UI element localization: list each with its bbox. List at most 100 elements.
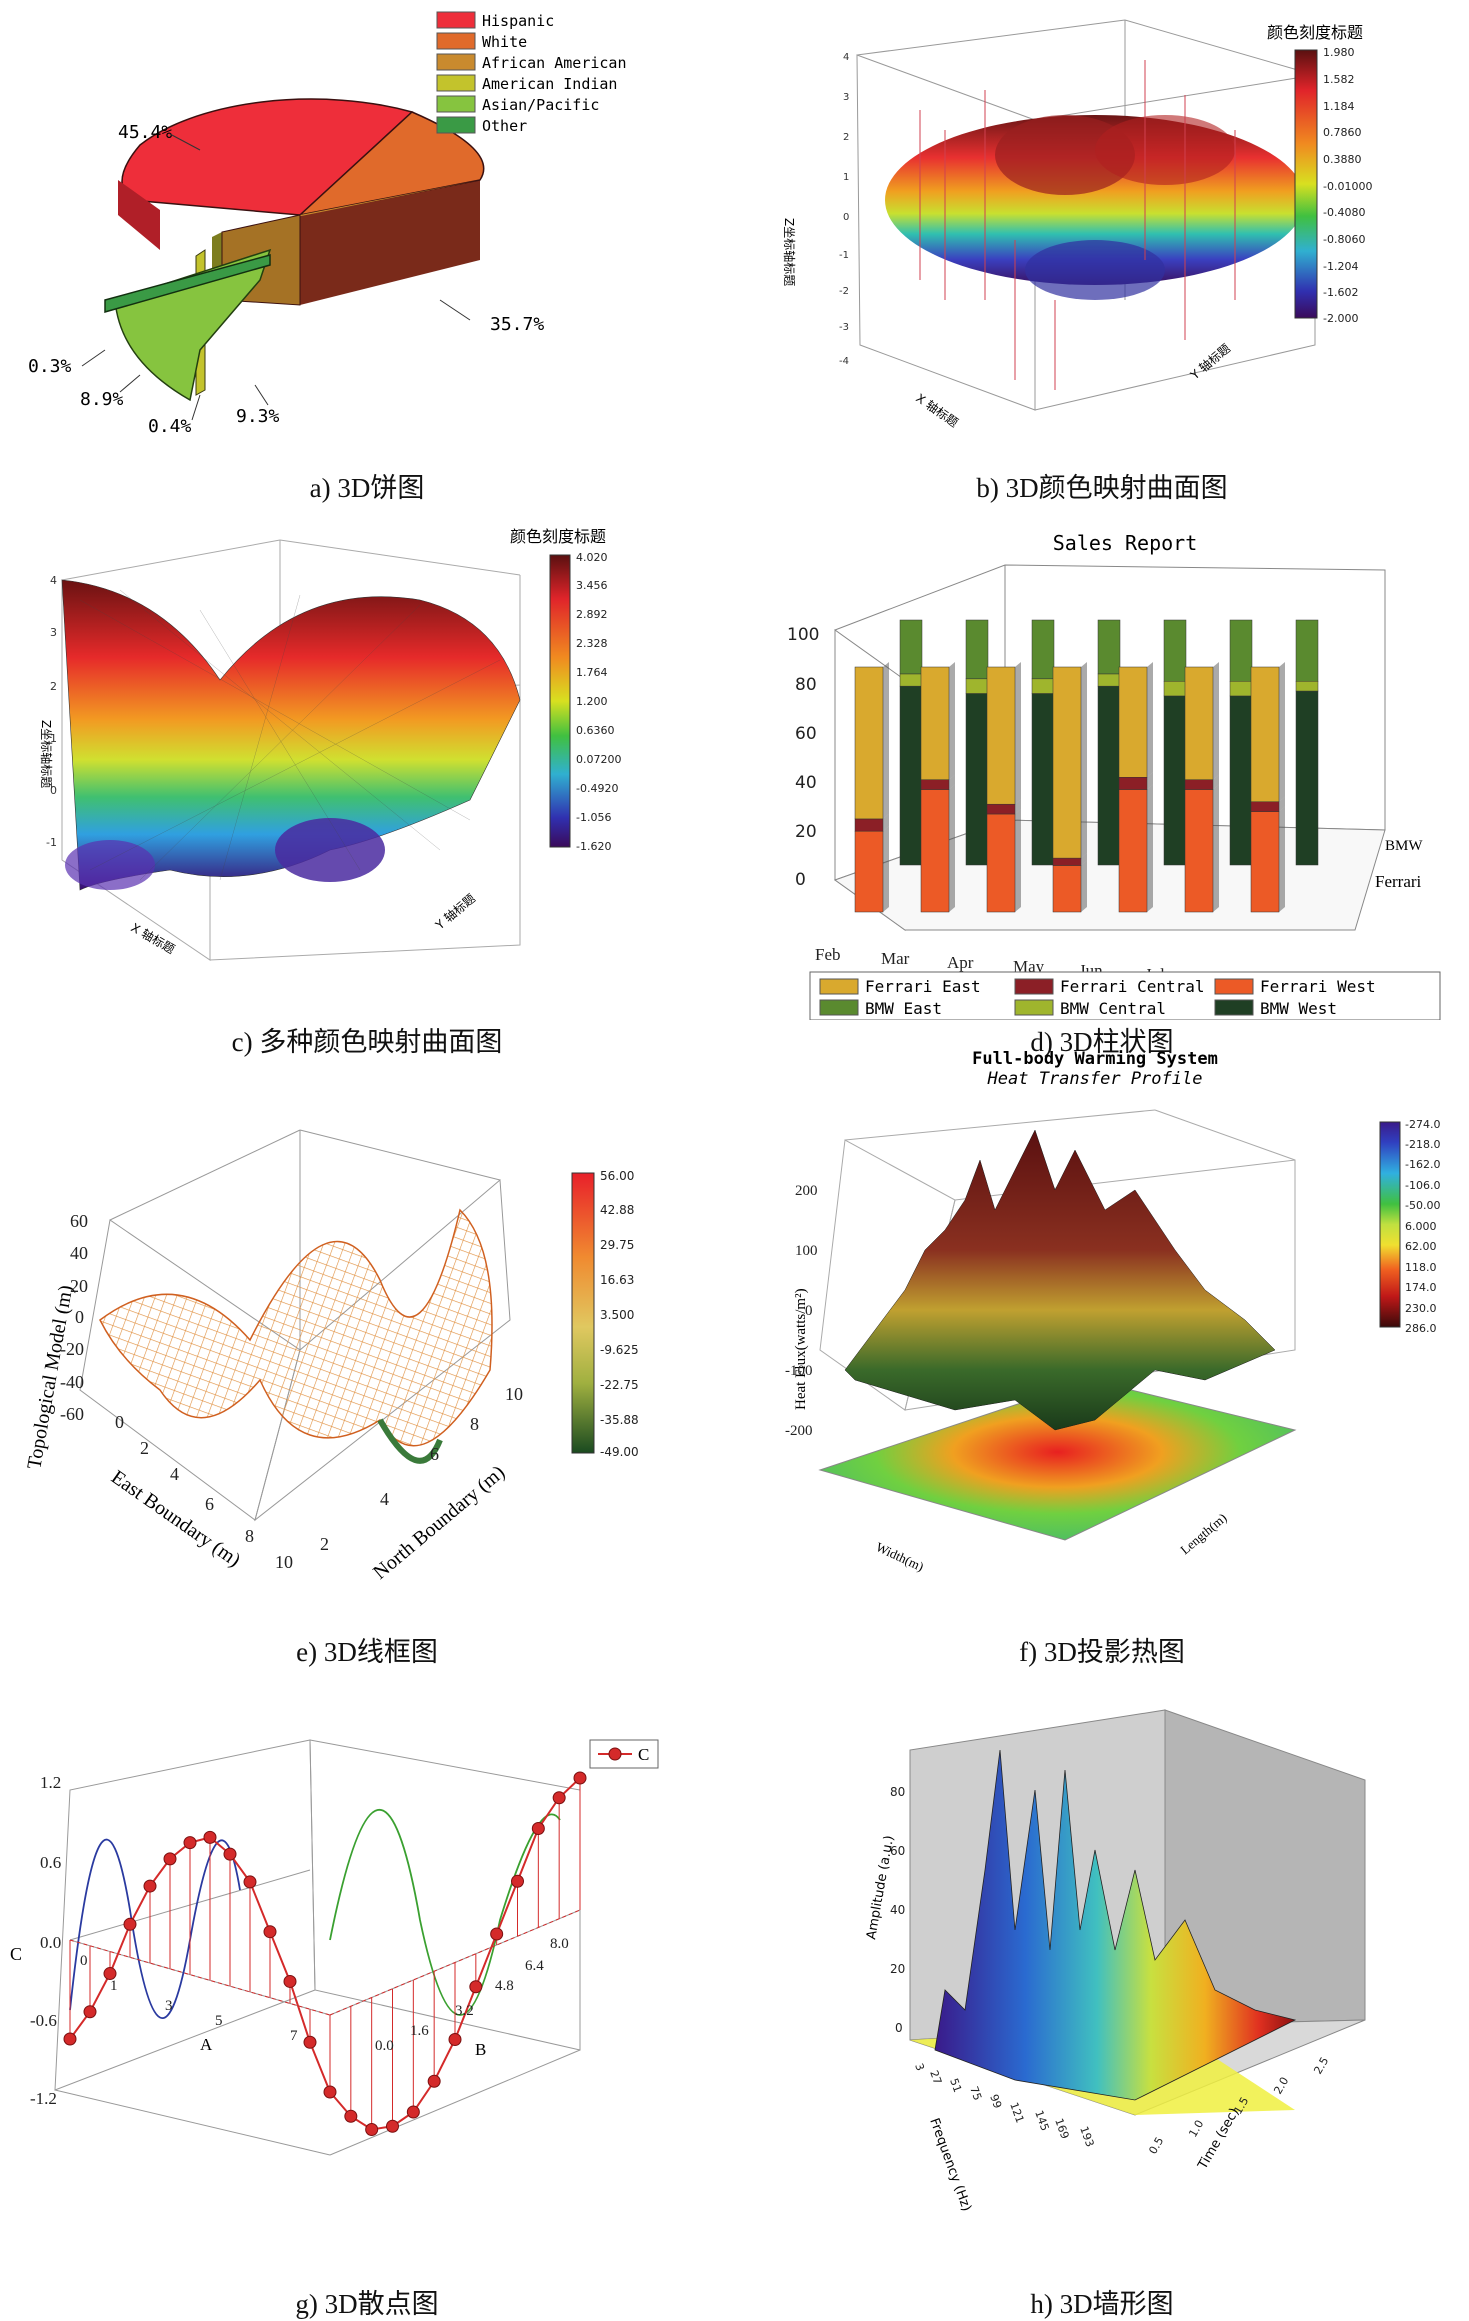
svg-text:-4: -4 (839, 356, 849, 367)
yticks-g: 0.0 1.6 3.2 4.8 6.4 8.0 (375, 1936, 569, 2054)
svg-text:2.892: 2.892 (576, 608, 608, 621)
scatter-point (511, 1874, 524, 1888)
xlabel-c: X 轴标题 (129, 920, 178, 957)
svg-text:0: 0 (805, 1303, 813, 1319)
pie-label-other: 0.3% (28, 356, 72, 377)
bar-chart-d: Sales Report 0 20 40 60 80 100 Feb Mar Apr… (787, 531, 1441, 1020)
svg-text:193: 193 (1077, 2125, 1096, 2149)
svg-text:-0.01000: -0.01000 (1323, 180, 1372, 193)
svg-text:3.2: 3.2 (455, 2003, 474, 2019)
pie-slice-hispanic (121, 98, 414, 216)
bar-side-ferrari-central-jul (1213, 774, 1219, 790)
bar-bmw-east-jun (1163, 619, 1187, 682)
panel-b: Z坐标轴标题 4 3 2 1 0 -1 -2 -3 -4 X 轴标题 Y 轴标题… (735, 0, 1469, 580)
bar-bmw-central-apr (1031, 678, 1055, 694)
colorbar-f (1379, 1121, 1401, 1328)
legend-swatch-hispanic (436, 11, 476, 29)
surface-chart-c: Z坐标轴标题 4 3 2 1 0 -1 X 轴标题 Y 轴标题 颜色刻度标题 4… (39, 527, 622, 961)
ylabel-f: Length(m) (1177, 1510, 1229, 1557)
legend-d: Ferrari East Ferrari Central Ferrari Wes… (809, 971, 1441, 1020)
svg-text:-20: -20 (60, 1339, 84, 1359)
svg-text:0: 0 (795, 870, 806, 890)
bar-bmw-west-jun (1163, 695, 1187, 866)
bar-bmw-central-jul (1229, 681, 1253, 697)
svg-text:-1: -1 (46, 836, 57, 849)
svg-text:-49.00: -49.00 (600, 1445, 639, 1459)
svg-text:10: 10 (275, 1552, 293, 1572)
bar-ferrari-central-aug (1250, 801, 1280, 812)
svg-text:40: 40 (70, 1243, 88, 1263)
legend-label-g: C (638, 1745, 649, 1764)
colorbar-ticks-b: 1.980 1.582 1.184 0.7860 0.3880 -0.01000… (1323, 46, 1372, 325)
svg-text:6: 6 (430, 1444, 439, 1464)
svg-text:-9.625: -9.625 (600, 1343, 639, 1357)
xticks-e: 0 2 4 6 8 10 (115, 1412, 293, 1572)
svg-text:1: 1 (50, 732, 57, 745)
pie-label-white: 35.7% (490, 314, 544, 335)
colorbar-ticks-e: 56.00 42.88 29.75 16.63 3.500 -9.625 -22… (600, 1169, 639, 1459)
depth-label-ferrari: Ferrari (1375, 872, 1422, 891)
bar-bmw-central-aug (1295, 681, 1319, 692)
bar-side-ferrari-west-jun (1147, 784, 1153, 912)
bar-bmw-west-may (1097, 685, 1121, 866)
svg-text:16.63: 16.63 (600, 1273, 634, 1287)
svg-text:1.980: 1.980 (1323, 46, 1355, 59)
bar-ferrari-west-aug (1250, 811, 1280, 913)
ylabel-b: Y 轴标题 (1187, 340, 1234, 382)
xlabel-b: X 轴标题 (913, 390, 961, 430)
bar-ferrari-east-mar (920, 666, 950, 780)
scatter-point (163, 1852, 177, 1866)
bar-side-ferrari-west-aug (1279, 806, 1285, 912)
svg-text:0: 0 (50, 784, 57, 797)
svg-text:62.00: 62.00 (1405, 1240, 1437, 1253)
drop-lines-b (919, 60, 1236, 390)
svg-text:-1.602: -1.602 (1323, 286, 1358, 299)
xlabel-h: Frequency (Hz) (926, 2116, 974, 2213)
colorbar-b (1294, 49, 1318, 319)
bar-bmw-central-jun (1163, 681, 1187, 697)
svg-text:1: 1 (110, 1978, 118, 1994)
scatter-point (344, 2109, 358, 2123)
bar-bmw-east-may (1097, 619, 1121, 675)
svg-text:1: 1 (843, 172, 849, 183)
axis-box-g (54, 1739, 581, 2156)
bar-side-ferrari-east-jul (1213, 662, 1219, 780)
scatter-point (448, 2033, 462, 2046)
legend-swatch-other (436, 116, 476, 134)
scatter-point (83, 2005, 97, 2019)
legend-label-white: White (482, 33, 527, 51)
svg-text:2: 2 (320, 1534, 329, 1554)
bar-ferrari-east-aug (1250, 666, 1280, 802)
bar-side-ferrari-east-feb (883, 662, 889, 819)
pie-slice-asian-pacific (114, 248, 272, 402)
svg-text:100: 100 (795, 1243, 818, 1259)
svg-text:5: 5 (215, 2013, 223, 2029)
panel-d: Sales Report 0 20 40 60 80 100 Feb Mar Apr… (735, 520, 1469, 1100)
svg-text:-162.0: -162.0 (1405, 1158, 1440, 1171)
svg-text:3.456: 3.456 (576, 579, 608, 592)
colorbar-title-b: 颜色刻度标题 (1267, 23, 1363, 42)
colorbar-e (571, 1172, 595, 1454)
svg-text:60: 60 (890, 1844, 905, 1858)
scatter-point (123, 1917, 137, 1931)
zlabel-c: Z坐标轴标题 (39, 720, 54, 788)
svg-text:3: 3 (165, 1998, 173, 2014)
bar-side-ferrari-central-aug (1279, 796, 1285, 812)
bar-side-ferrari-east-jun (1147, 662, 1153, 778)
svg-text:-40: -40 (60, 1372, 84, 1392)
caption-e: e) 3D线框图 (296, 1637, 438, 1667)
bar-bmw-west-aug (1295, 690, 1319, 866)
svg-text:174.0: 174.0 (1405, 1281, 1437, 1294)
bar-ferrari-west-feb (854, 830, 884, 913)
scatter-point (103, 1967, 117, 1981)
scatter-point (303, 2035, 317, 2049)
bar-bmw-east-apr (1031, 619, 1055, 680)
bar-bmw-east-mar (965, 619, 989, 680)
svg-text:51: 51 (947, 2077, 964, 2095)
colorbar-c (549, 554, 571, 848)
svg-text:4: 4 (50, 574, 57, 587)
bar-bmw-east-aug (1295, 619, 1319, 682)
svg-text:2: 2 (843, 132, 849, 143)
pie-label-asian: 8.9% (80, 389, 124, 410)
bar-ferrari-east-jul (1184, 666, 1214, 780)
